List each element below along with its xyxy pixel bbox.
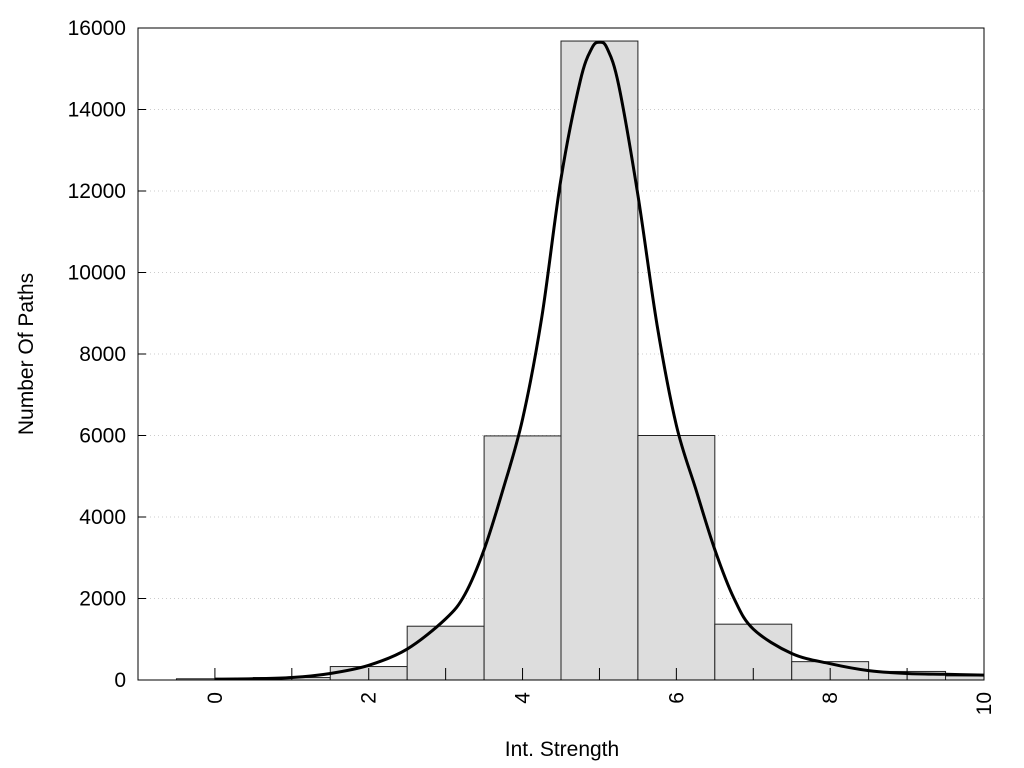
x-tick-label: 10 xyxy=(973,692,996,715)
axis-ticks: 0 2000 4000 6000 8000 10000 12000 14000 16000 0 2 4… xyxy=(68,17,996,715)
fit-curve-line xyxy=(214,40,984,680)
y-tick-label: 4000 xyxy=(79,506,126,529)
histogram-bar xyxy=(483,435,562,680)
y-tick-label: 10000 xyxy=(68,262,126,285)
y-tick-label: 12000 xyxy=(68,180,126,203)
x-tick-label: 6 xyxy=(665,692,688,704)
x-axis-label: Int. Strength xyxy=(505,738,619,761)
histogram-bar xyxy=(637,435,716,680)
y-tick-label: 14000 xyxy=(68,99,126,122)
x-tick-label: 8 xyxy=(819,692,842,704)
bar-series xyxy=(175,40,984,680)
x-tick-label: 4 xyxy=(512,692,535,704)
y-tick-label: 0 xyxy=(114,669,126,692)
y-axis-label: Number Of Paths xyxy=(15,273,38,435)
histogram-bar xyxy=(560,40,639,680)
y-tick-label: 2000 xyxy=(79,588,126,611)
y-tick-label: 6000 xyxy=(79,425,126,448)
y-tick-label: 16000 xyxy=(68,17,126,40)
y-tick-label: 8000 xyxy=(79,343,126,366)
histogram-bar xyxy=(945,675,984,680)
x-tick-label: 0 xyxy=(204,692,227,704)
grid-lines xyxy=(138,109,984,599)
x-tick-label: 2 xyxy=(358,692,381,704)
fit-curve-series xyxy=(214,40,984,680)
